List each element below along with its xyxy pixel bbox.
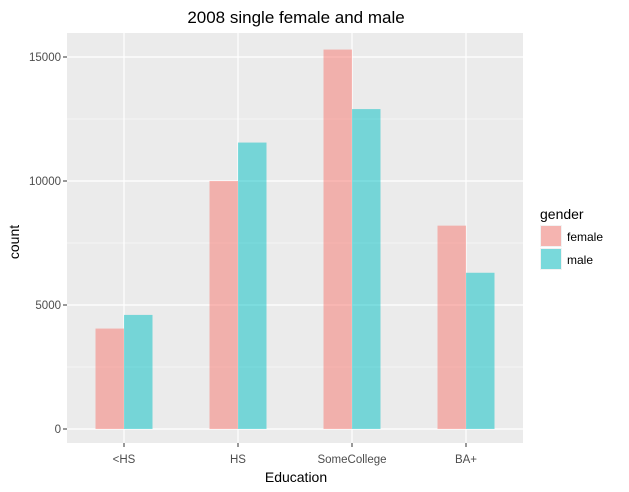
y-axis-label: count <box>6 225 22 259</box>
bar-female <box>209 181 238 429</box>
y-axis: 0 5000 10000 15000 <box>29 52 67 436</box>
bar-female <box>323 49 352 430</box>
y-tick-label: 0 <box>55 424 61 436</box>
bar-female <box>95 328 124 429</box>
legend-key-male <box>541 249 561 269</box>
bar-male <box>352 109 381 429</box>
bar-female <box>437 225 466 429</box>
x-axis-label: Education <box>265 469 327 485</box>
y-tick-label: 15000 <box>29 52 61 64</box>
legend-key-female <box>541 226 561 246</box>
bar-male <box>238 142 267 429</box>
legend: gender female male <box>540 206 603 270</box>
y-tick-label: 10000 <box>29 176 61 188</box>
chart-title: 2008 single female and male <box>187 8 404 27</box>
legend-label-male: male <box>567 253 593 267</box>
x-tick-label: HS <box>230 454 246 466</box>
bar-male <box>124 314 153 429</box>
x-tick-label: <HS <box>113 454 136 466</box>
x-tick-label: BA+ <box>455 454 477 466</box>
bars <box>95 49 495 430</box>
bar-male <box>466 272 495 429</box>
x-axis: <HS HS SomeCollege BA+ <box>113 443 477 466</box>
legend-label-female: female <box>567 230 603 244</box>
x-tick-label: SomeCollege <box>317 454 386 466</box>
legend-title: gender <box>540 206 584 222</box>
y-tick-label: 5000 <box>35 300 61 312</box>
